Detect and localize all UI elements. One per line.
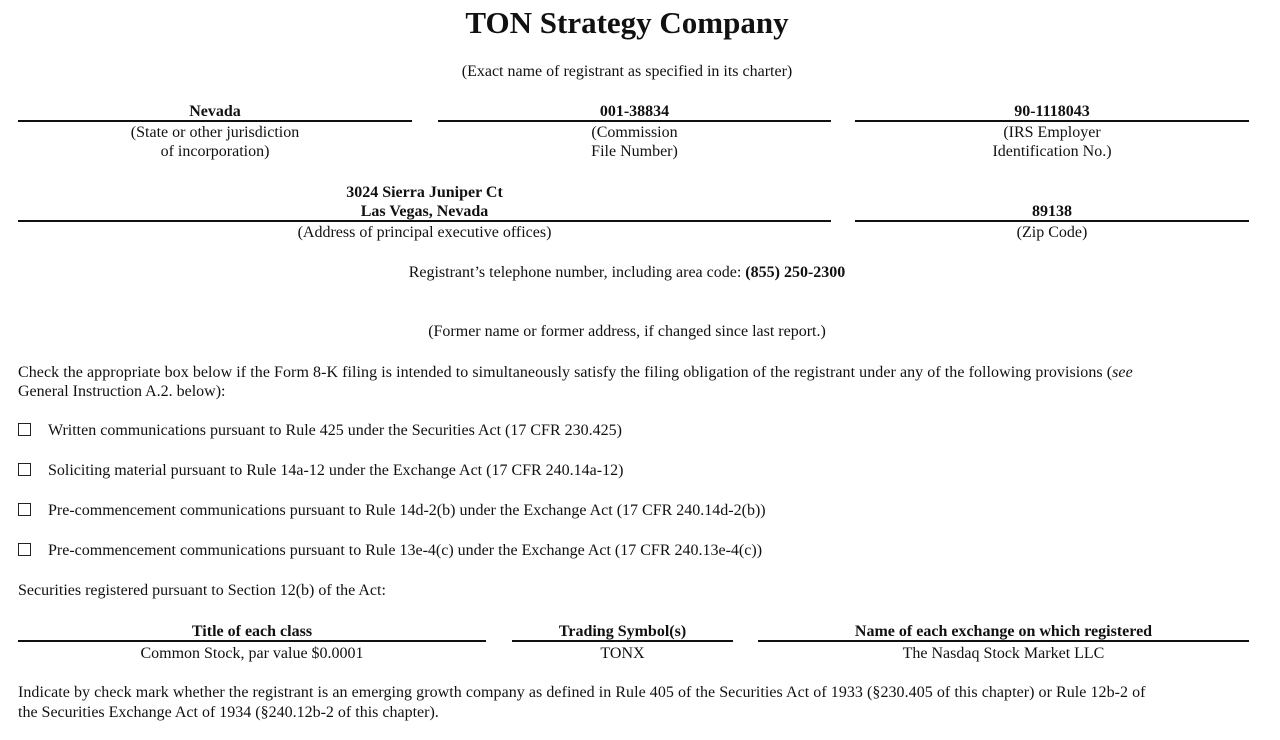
divider <box>18 640 486 642</box>
former-name-caption: (Former name or former address, if chang… <box>428 323 826 340</box>
table-header: Trading Symbol(s) <box>558 623 687 640</box>
check-intro-text: Check the appropriate box below if the F… <box>18 364 1113 381</box>
emerging-growth-text: the Securities Exchange Act of 1934 (§24… <box>18 704 439 721</box>
checkbox-row[interactable]: Pre-commencement communications pursuant… <box>18 541 762 560</box>
divider <box>855 120 1249 122</box>
phone-line: Registrant’s telephone number, including… <box>0 263 1254 282</box>
table-header: Title of each class <box>191 623 313 640</box>
checkbox-row[interactable]: Pre-commencement communications pursuant… <box>18 501 766 520</box>
check-intro-italic: see <box>1112 364 1133 381</box>
commission-caption: File Number) <box>591 143 678 160</box>
checkbox-label: Pre-commencement communications pursuant… <box>48 542 763 559</box>
checkbox-row[interactable]: Written communications pursuant to Rule … <box>18 421 622 440</box>
check-intro-line-2: General Instruction A.2. below): <box>18 383 226 400</box>
checkbox[interactable] <box>18 503 31 516</box>
checkbox[interactable] <box>18 543 31 556</box>
divider <box>855 220 1249 222</box>
zip-value: 89138 <box>1032 203 1072 220</box>
emerging-growth-text: Indicate by check mark whether the regis… <box>18 684 1146 701</box>
table-cell: Common Stock, par value $0.0001 <box>140 645 364 662</box>
company-name: TON Strategy Company <box>465 5 789 40</box>
irs-value: 90-1118043 <box>1014 103 1090 120</box>
phone-value: (855) 250-2300 <box>745 264 846 281</box>
irs-caption: Identification No.) <box>992 143 1112 160</box>
table-cell: The Nasdaq Stock Market LLC <box>902 645 1105 662</box>
table-header: Name of each exchange on which registere… <box>854 623 1153 640</box>
checkbox[interactable] <box>18 423 31 436</box>
checkbox-label: Soliciting material pursuant to Rule 14a… <box>48 462 624 479</box>
state-caption: (State or other jurisdiction <box>130 124 300 141</box>
checkbox[interactable] <box>18 463 31 476</box>
divider <box>18 220 831 222</box>
irs-caption: (IRS Employer <box>1003 124 1101 141</box>
zip-caption: (Zip Code) <box>1016 224 1088 241</box>
checkbox-row[interactable]: Soliciting material pursuant to Rule 14a… <box>18 461 623 480</box>
divider <box>18 120 412 122</box>
divider <box>758 640 1249 642</box>
checkbox-label: Pre-commencement communications pursuant… <box>48 502 766 519</box>
divider <box>512 640 733 642</box>
address-line: 3024 Sierra Juniper Ct <box>346 184 503 201</box>
address-caption: (Address of principal executive offices) <box>297 224 552 241</box>
table-cell: TONX <box>600 645 645 662</box>
state-caption: of incorporation) <box>160 143 270 160</box>
company-caption: (Exact name of registrant as specified i… <box>461 63 793 80</box>
phone-label: Registrant’s telephone number, including… <box>408 264 746 281</box>
check-intro: Check the appropriate box below if the F… <box>18 363 1133 382</box>
checkbox-label: Written communications pursuant to Rule … <box>48 422 622 439</box>
divider <box>438 120 831 122</box>
state-value: Nevada <box>189 103 241 120</box>
commission-value: 001-38834 <box>599 103 670 120</box>
address-line: Las Vegas, Nevada <box>360 203 489 220</box>
commission-caption: (Commission <box>591 124 678 141</box>
securities-intro: Securities registered pursuant to Sectio… <box>18 582 386 599</box>
